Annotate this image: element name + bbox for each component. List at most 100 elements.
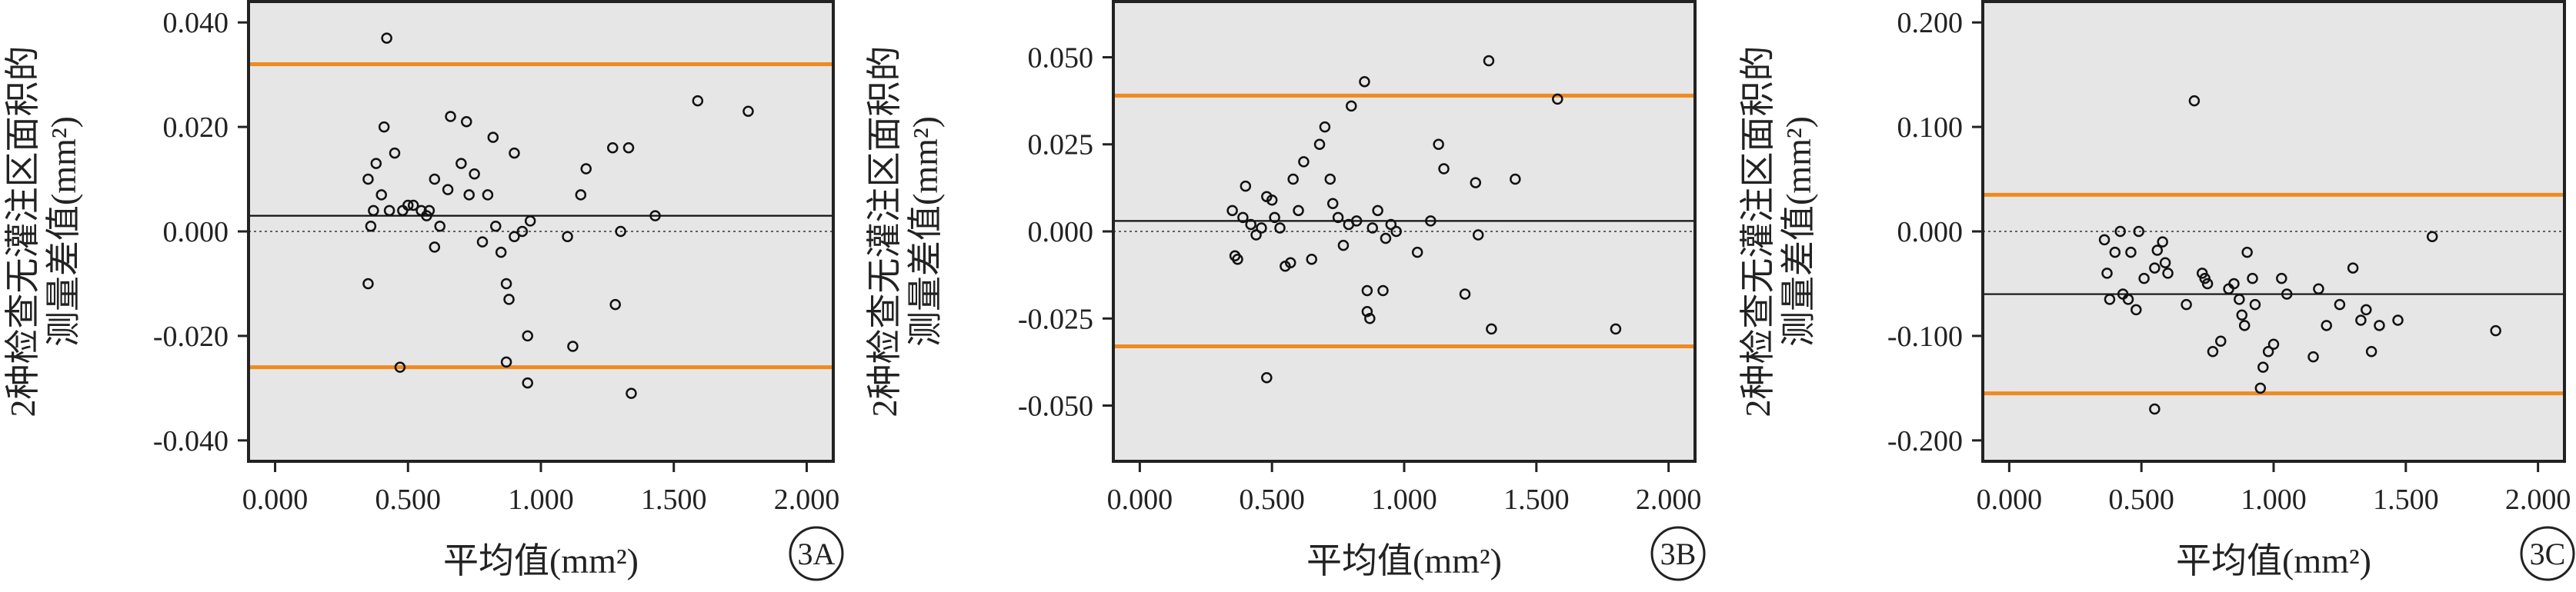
data-point — [461, 116, 472, 128]
data-point — [1269, 211, 1280, 224]
data-point — [2276, 272, 2287, 284]
data-point — [1226, 205, 1238, 217]
data-point — [1438, 163, 1450, 175]
data-point — [626, 387, 637, 399]
x-tick-label: 0.500 — [2108, 484, 2174, 516]
data-point — [649, 210, 661, 221]
data-point — [500, 356, 512, 368]
data-point — [622, 142, 635, 154]
data-point — [2313, 283, 2324, 294]
data-point — [567, 341, 579, 352]
y-tick-label: 0.000 — [1897, 216, 1964, 248]
chart-panel-3C: 0.200 0.100 0.000 -0.100 -0.200 0.000 0.500 1.0… — [1738, 0, 2575, 581]
y-tick-label: -0.050 — [1018, 391, 1093, 423]
panel-badge-circle — [2520, 526, 2575, 581]
data-point — [1240, 180, 1252, 192]
data-point — [1245, 218, 1256, 231]
x-tick-label: 0.000 — [1977, 484, 2043, 516]
data-point — [2267, 338, 2280, 351]
data-point — [575, 189, 587, 201]
data-point — [2392, 314, 2404, 326]
data-point — [2215, 335, 2227, 347]
data-point — [370, 158, 382, 169]
data-point — [362, 173, 374, 185]
data-point — [2138, 272, 2150, 284]
data-point — [1324, 173, 1336, 185]
data-point — [402, 199, 414, 211]
x-tick-label: 1.000 — [508, 484, 574, 516]
data-point — [2321, 320, 2332, 331]
data-point — [362, 278, 374, 290]
data-point — [487, 131, 499, 143]
data-point — [500, 278, 512, 290]
data-point — [2365, 346, 2377, 358]
data-point — [2109, 246, 2121, 258]
data-point — [476, 236, 489, 248]
data-point — [2101, 268, 2113, 279]
data-point — [1470, 177, 1482, 188]
chart-panel-3A: 0.040 0.020 0.000 -0.020 -0.040 0.000 0.500 1.0… — [3, 0, 844, 581]
data-point — [1359, 75, 1370, 88]
data-point — [1284, 257, 1296, 269]
data-point — [407, 199, 419, 211]
data-point — [580, 163, 592, 175]
y-axis-label-line2: 测量差值(mm²) — [906, 116, 945, 347]
x-tick-label: 1.000 — [2241, 484, 2307, 516]
data-point — [1274, 222, 1286, 234]
y-tick-label: -0.040 — [153, 425, 229, 457]
y-tick-label: 0.100 — [1897, 111, 1964, 144]
data-point — [1361, 284, 1373, 297]
y-tick-label: 0.000 — [163, 216, 229, 248]
x-tick-label: 2.000 — [2505, 484, 2571, 516]
data-point — [383, 205, 395, 217]
data-point — [2490, 324, 2501, 337]
data-point — [1459, 288, 1471, 300]
data-point — [609, 298, 621, 311]
data-point — [1552, 93, 1563, 105]
y-tick-label: 0.040 — [163, 7, 229, 39]
data-point — [2262, 346, 2274, 358]
x-tick-label: 0.500 — [375, 484, 442, 516]
y-tick-label: 0.200 — [1897, 7, 1964, 39]
data-point — [423, 205, 435, 217]
data-point — [463, 189, 475, 201]
data-point — [1326, 198, 1339, 210]
data-point — [490, 220, 502, 232]
data-point — [2131, 304, 2142, 316]
chart-panel-3B: 0.050 0.025 0.000 -0.025 -0.050 0.000 0.500 1.0… — [865, 0, 1706, 581]
y-tick-label: -0.020 — [153, 321, 229, 353]
data-point — [2188, 95, 2201, 107]
data-point — [1361, 305, 1373, 318]
data-point — [2236, 309, 2248, 321]
data-point — [615, 225, 626, 238]
y-tick-label: 0.050 — [1028, 42, 1094, 74]
data-point — [2238, 320, 2251, 331]
data-point — [562, 231, 573, 243]
x-axis-label: 平均值(mm²) — [1306, 541, 1502, 580]
x-tick-label: 0.000 — [242, 484, 309, 516]
data-point — [469, 168, 480, 180]
data-point — [2196, 268, 2208, 279]
data-point — [378, 121, 390, 133]
data-point — [1319, 121, 1331, 133]
data-point — [2334, 298, 2346, 311]
x-tick-label: 0.000 — [1107, 484, 1173, 516]
x-axis-label: 平均值(mm²) — [443, 541, 639, 580]
data-point — [1306, 253, 1317, 265]
data-point — [1380, 232, 1392, 244]
data-point — [482, 189, 494, 201]
data-point — [1256, 222, 1267, 234]
data-point — [524, 215, 536, 227]
data-point — [1377, 284, 1389, 297]
data-point — [509, 231, 520, 243]
data-point — [1510, 173, 1521, 185]
data-point — [2307, 351, 2319, 363]
panel-badge-circle — [789, 526, 844, 581]
data-point — [1486, 323, 1497, 335]
y-axis-label-line2: 测量差值(mm²) — [44, 116, 83, 347]
data-point — [692, 95, 704, 107]
data-point — [2098, 234, 2111, 246]
data-point — [1610, 323, 1622, 335]
panel-badge-label: 3B — [1660, 537, 1697, 571]
